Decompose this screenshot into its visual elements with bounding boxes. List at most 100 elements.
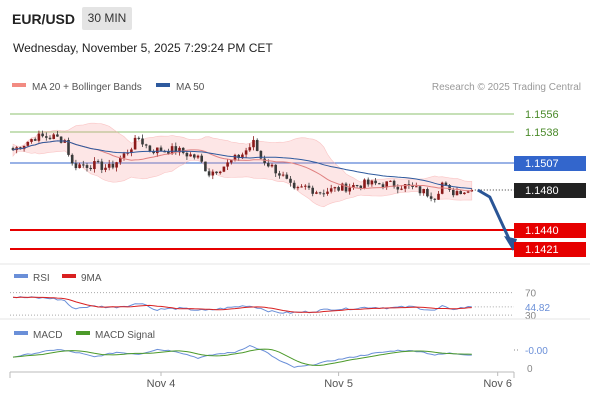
- candle: [185, 152, 189, 157]
- candle: [415, 186, 418, 188]
- candle: [448, 185, 451, 190]
- x-tick-label: Nov 4: [147, 378, 176, 390]
- candle: [307, 185, 311, 188]
- candle: [289, 178, 292, 183]
- legend-item: RSI: [33, 273, 50, 284]
- candle: [322, 193, 326, 195]
- rsi-tick-label: 70: [525, 289, 537, 300]
- candle: [163, 151, 166, 153]
- candle: [233, 154, 237, 161]
- candle: [463, 192, 466, 195]
- candle: [337, 187, 340, 191]
- candle: [93, 161, 96, 170]
- candle: [48, 137, 52, 139]
- candle: [82, 164, 85, 166]
- candle: [359, 185, 363, 189]
- chart-header: EUR/USD 30 MIN Wednesday, November 5, 20…: [0, 0, 590, 68]
- level-label: 1.1421: [525, 244, 559, 256]
- candle: [326, 191, 329, 194]
- ma50-line: [12, 140, 472, 189]
- candle: [422, 189, 425, 194]
- candle: [74, 163, 78, 169]
- macd-signal-line: [12, 348, 472, 366]
- level-label: 1.1538: [525, 127, 559, 139]
- x-tick-label: Nov 5: [324, 378, 353, 390]
- candle: [45, 136, 48, 138]
- candle: [396, 186, 400, 190]
- candle: [329, 188, 333, 192]
- candle: [433, 198, 437, 200]
- candle: [304, 185, 307, 187]
- macd-tick-label: 0: [527, 364, 533, 375]
- candle: [244, 150, 248, 155]
- candle: [26, 141, 30, 146]
- candle: [315, 192, 318, 194]
- rsi-line: [12, 296, 472, 314]
- candle: [285, 174, 289, 179]
- candle: [311, 187, 314, 194]
- candle: [193, 154, 196, 158]
- candle: [56, 134, 59, 137]
- candle: [241, 154, 244, 159]
- candle: [96, 161, 100, 163]
- candle: [366, 179, 370, 185]
- legend-item: MA 20 + Bollinger Bands: [32, 82, 142, 93]
- candle: [392, 180, 396, 187]
- candle: [70, 154, 74, 164]
- candle: [218, 171, 222, 174]
- candle: [263, 158, 266, 164]
- candle: [248, 147, 252, 151]
- candle: [207, 171, 211, 176]
- candle: [352, 185, 355, 188]
- candle: [400, 188, 403, 190]
- candle: [222, 166, 226, 172]
- candle: [141, 138, 144, 145]
- candle: [237, 154, 240, 159]
- candle: [148, 145, 152, 152]
- candle: [381, 184, 385, 188]
- candle: [52, 134, 55, 139]
- legend-swatch: [62, 274, 76, 278]
- candle: [274, 164, 277, 174]
- candle: [122, 153, 126, 158]
- candle: [170, 146, 174, 154]
- level-tag: [514, 156, 586, 171]
- candle: [426, 189, 429, 197]
- candle: [278, 173, 281, 176]
- candle: [259, 150, 263, 159]
- candle: [211, 171, 215, 176]
- candle: [374, 180, 377, 184]
- candle: [466, 191, 470, 193]
- candle: [119, 157, 122, 163]
- candle: [344, 183, 348, 192]
- candle: [292, 182, 296, 189]
- legend-item: MACD: [33, 330, 62, 341]
- candle: [100, 161, 104, 170]
- projection-arrow: [477, 188, 512, 242]
- candle: [196, 155, 200, 158]
- candle: [252, 139, 255, 148]
- timeframe-button[interactable]: 30 MIN: [82, 7, 132, 30]
- datetime-label: Wednesday, November 5, 2025 7:29:24 PM C…: [13, 41, 273, 55]
- candle: [85, 165, 89, 168]
- candle: [296, 187, 300, 189]
- candle: [126, 152, 129, 154]
- legend-swatch: [14, 274, 28, 278]
- candle: [455, 191, 459, 196]
- candle: [215, 171, 218, 174]
- legend-swatch: [14, 331, 28, 335]
- macd-line: [12, 344, 472, 368]
- rsi-last-label: 44.82: [525, 303, 550, 314]
- candle: [107, 163, 111, 168]
- legend-swatch: [12, 83, 26, 87]
- rsi-tick-label: 30: [525, 311, 537, 322]
- arrow-head-icon: [504, 236, 517, 251]
- symbol-label: EUR/USD: [12, 11, 76, 27]
- level-label: 1.1440: [525, 225, 559, 237]
- candle: [403, 184, 407, 189]
- candle: [389, 180, 392, 182]
- candle: [429, 196, 433, 199]
- x-tick-label: Nov 6: [483, 378, 512, 390]
- candle: [378, 183, 381, 185]
